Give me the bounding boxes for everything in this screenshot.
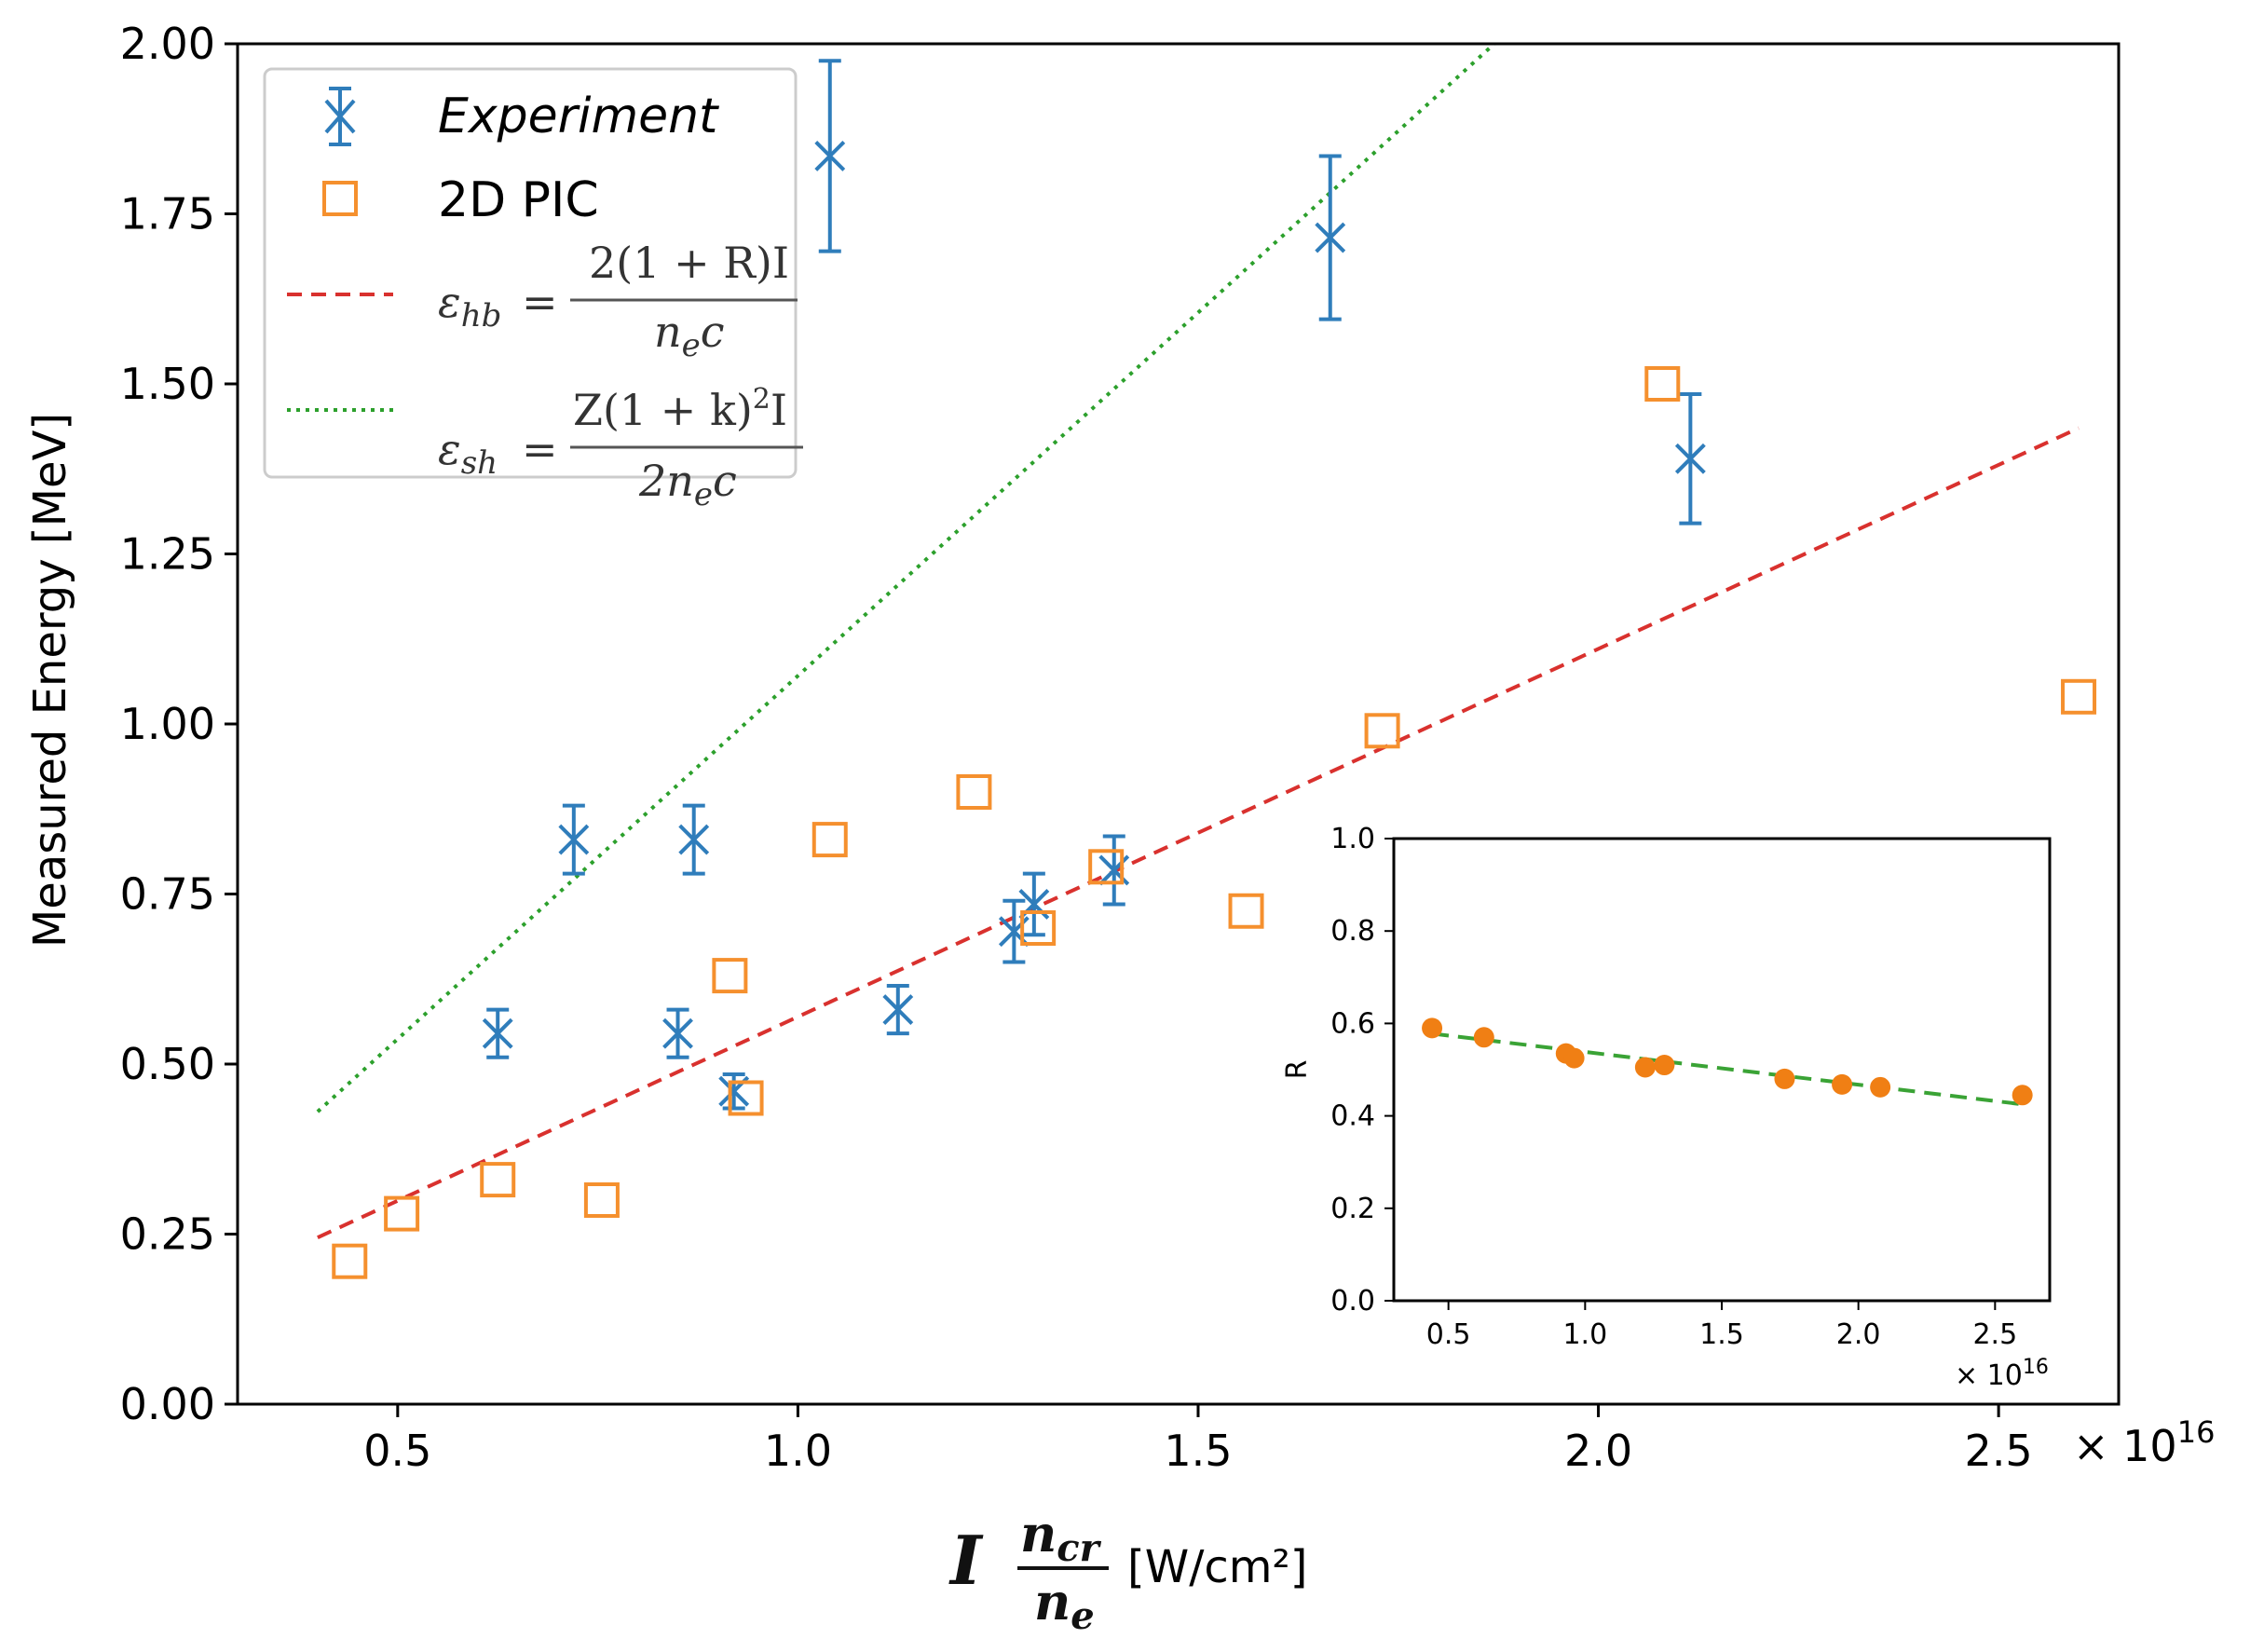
main-y-tick-label: 1.50 [120, 359, 215, 409]
main-point-experiment [1018, 871, 1050, 937]
inset-y-tick-label: 0.2 [1330, 1193, 1375, 1225]
main-line-sh [316, 42, 1496, 1113]
main-y-tick-label: 0.50 [120, 1039, 215, 1089]
main-line-hb [317, 426, 2080, 1239]
main-fit-lines [316, 42, 2080, 1239]
inset-y-axis-label: R [1281, 1060, 1314, 1080]
y-axis-label: Measured Energy [MeV] [24, 413, 76, 948]
legend-hb-den: nec [654, 307, 725, 364]
inset-y-tick-label: 0.4 [1330, 1100, 1375, 1133]
main-point-experiment [882, 984, 914, 1036]
main-point-2d-pic [956, 774, 992, 810]
main-x-tick-label: 1.5 [1164, 1426, 1232, 1476]
main-point-experiment [1098, 834, 1130, 907]
main-axes: 0.5 1.0 1.5 2.0 2.5 0.00 0.25 0.50 0.75 1.00 1.25 1… [120, 19, 2121, 1476]
legend-item-2d-pic: 2D PIC [322, 172, 599, 228]
main-point-2d-pic [1364, 713, 1400, 749]
inset-point-r [1634, 1057, 1656, 1078]
main-point-experiment [678, 803, 710, 876]
inset-y-tick-label: 0.6 [1330, 1007, 1375, 1040]
inset-x-tick-label: 1.5 [1699, 1318, 1744, 1351]
legend: Experiment 2D PIC εhb = 2(1 + R)I nec εs… [263, 67, 803, 513]
main-y-tick-label: 1.75 [120, 189, 215, 239]
main-y-tick-label: 1.25 [120, 529, 215, 580]
main-y-tick-label: 2.00 [120, 19, 215, 69]
inset-x-multiplier: × 1016 [1955, 1356, 2049, 1392]
inset-axes: 0.5 1.0 1.5 2.0 2.5 0.0 0.2 0.4 0.6 0.8 1.0 [1330, 823, 2052, 1351]
main-point-experiment [482, 1007, 513, 1059]
main-point-experiment [662, 1007, 693, 1059]
main-y-tick-label: 0.00 [120, 1379, 215, 1429]
main-data-points [332, 59, 2097, 1279]
inset-point-r [2012, 1085, 2033, 1106]
main-point-experiment [814, 59, 846, 253]
inset-line-fit [1431, 1031, 2023, 1107]
main-point-2d-pic [583, 1182, 620, 1218]
inset-x-tick-label: 0.5 [1426, 1318, 1471, 1351]
x-label-numerator: ncr [1020, 1504, 1102, 1570]
inset-x-tick-label: 1.0 [1562, 1318, 1607, 1351]
legend-sh-num: Z(1 + k)2I [573, 383, 787, 435]
legend-item-hb: εhb = 2(1 + R)I nec [287, 238, 798, 364]
main-point-experiment [558, 803, 590, 876]
main-x-tick-label: 2.5 [1965, 1426, 2033, 1476]
main-x-tick-label: 1.0 [764, 1426, 832, 1476]
main-point-2d-pic [332, 1243, 368, 1279]
inset-point-r [1774, 1068, 1795, 1089]
main-y-tick-label: 1.00 [120, 699, 215, 749]
inset-fit-line [1431, 1031, 2023, 1107]
main-point-2d-pic [712, 958, 748, 994]
main-point-2d-pic [1228, 893, 1264, 929]
main-point-2d-pic [480, 1162, 516, 1198]
legend-label-experiment: Experiment [438, 89, 719, 144]
main-point-2d-pic [811, 822, 848, 858]
inset-y-tick-label: 0.0 [1330, 1285, 1375, 1318]
main-point-experiment [1674, 391, 1706, 526]
main-y-tick-label: 0.75 [120, 869, 215, 920]
legend-marker-2d-pic [322, 181, 358, 216]
inset-point-r [1870, 1076, 1891, 1098]
main-point-2d-pic [2061, 678, 2097, 715]
inset-point-r [1563, 1047, 1585, 1069]
legend-sh-lhs: εsh [438, 424, 498, 482]
main-point-2d-pic [1644, 366, 1681, 402]
x-label-unit: [W/cm²] [1127, 1541, 1307, 1593]
inset-y-tick-label: 0.8 [1330, 915, 1375, 948]
legend-hb-eq: = [522, 277, 558, 327]
main-point-2d-pic [1020, 910, 1057, 946]
inset-x-tick-label: 2.5 [1972, 1318, 2017, 1351]
legend-marker-experiment [324, 87, 356, 146]
main-x-tick-label: 0.5 [363, 1426, 431, 1476]
legend-item-sh: εsh = Z(1 + k)2I 2nec [287, 383, 803, 513]
inset-point-r [1654, 1055, 1675, 1076]
main-point-2d-pic [384, 1195, 420, 1232]
inset-x-tick-label: 2.0 [1836, 1318, 1881, 1351]
legend-sh-den: 2nec [638, 456, 737, 513]
inset-point-r [1473, 1027, 1494, 1048]
main-point-experiment [1315, 154, 1346, 321]
legend-hb-lhs: εhb [438, 277, 501, 334]
x-label-symbol: I [948, 1521, 984, 1600]
legend-item-experiment: Experiment [324, 87, 719, 146]
main-point-2d-pic [1088, 849, 1125, 885]
legend-sh-eq: = [522, 424, 558, 474]
legend-hb-num: 2(1 + R)I [589, 238, 789, 288]
inset-data-points [1422, 1017, 2033, 1106]
legend-label-2d-pic: 2D PIC [438, 172, 599, 228]
legend-frame [263, 67, 798, 479]
main-y-tick-label: 0.25 [120, 1209, 215, 1260]
x-axis-label: I ncr ne [W/cm²] [948, 1504, 1307, 1638]
x-multiplier: × 1016 [2073, 1414, 2215, 1471]
inset-y-tick-label: 1.0 [1330, 823, 1375, 855]
main-x-tick-label: 2.0 [1564, 1426, 1632, 1476]
main-point-experiment [718, 1072, 750, 1111]
inset-point-r [1422, 1017, 1443, 1039]
inset-point-r [1832, 1073, 1853, 1095]
x-label-denominator: ne [1034, 1572, 1095, 1638]
main-point-2d-pic [728, 1080, 764, 1116]
